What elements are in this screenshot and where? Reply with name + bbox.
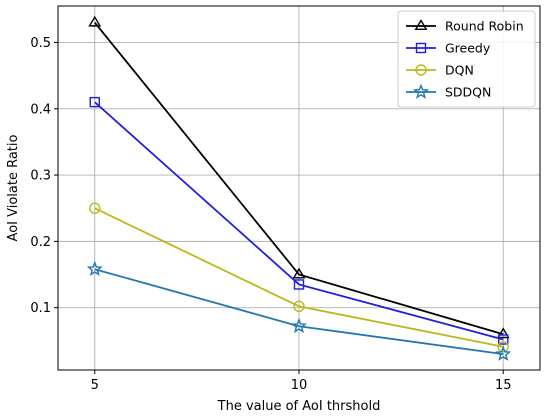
legend-label: Round Robin [445, 19, 524, 34]
legend-entry: Round Robin [406, 19, 524, 34]
series-dqn [89, 202, 509, 353]
data-point [290, 317, 308, 334]
ticks: 5 10 15 0.1 0.2 0.3 0.4 0.5 [30, 36, 511, 393]
series-sddqn [86, 260, 512, 361]
series-greedy [89, 96, 509, 345]
legend-label: SDDQN [445, 85, 491, 100]
x-tick-label: 15 [495, 378, 512, 393]
legend-entry: SDDQN [406, 83, 491, 100]
legend: Round Robin Greedy DQN SDDQN [397, 10, 536, 108]
x-tick-label: 10 [291, 378, 308, 393]
x-axis-title: The value of AoI thrshold [217, 399, 381, 414]
legend-label: Greedy [445, 41, 491, 56]
data-point [292, 267, 306, 279]
legend-marker [412, 83, 430, 99]
y-axis-title: AoI Violate Ratio [6, 134, 21, 241]
legend-entry: DQN [406, 63, 474, 78]
series-line [94, 22, 504, 336]
y-tick-label: 0.1 [30, 301, 51, 316]
data-point [498, 334, 509, 345]
x-tick-label: 5 [91, 378, 99, 393]
series-line [94, 268, 504, 355]
data-point [497, 341, 509, 353]
y-tick-label: 0.4 [30, 102, 51, 117]
series-round-robin [88, 15, 510, 339]
series-group [86, 15, 512, 361]
y-tick-label: 0.3 [30, 169, 51, 184]
data-point [86, 260, 103, 277]
data-point [89, 96, 100, 108]
legend-marker [414, 19, 428, 30]
legend-box [397, 10, 536, 108]
series-line [94, 207, 504, 348]
series-line [94, 101, 504, 341]
y-tick-label: 0.2 [30, 235, 51, 250]
data-point [495, 345, 512, 361]
y-tick-label: 0.5 [30, 36, 51, 51]
data-point [293, 279, 305, 290]
legend-entry: Greedy [406, 41, 491, 56]
legend-marker [415, 42, 427, 54]
data-point [293, 300, 305, 313]
data-point [89, 202, 101, 214]
data-point [88, 15, 102, 27]
data-point [496, 327, 510, 339]
legend-label: DQN [445, 63, 474, 78]
legend-marker [415, 64, 427, 76]
